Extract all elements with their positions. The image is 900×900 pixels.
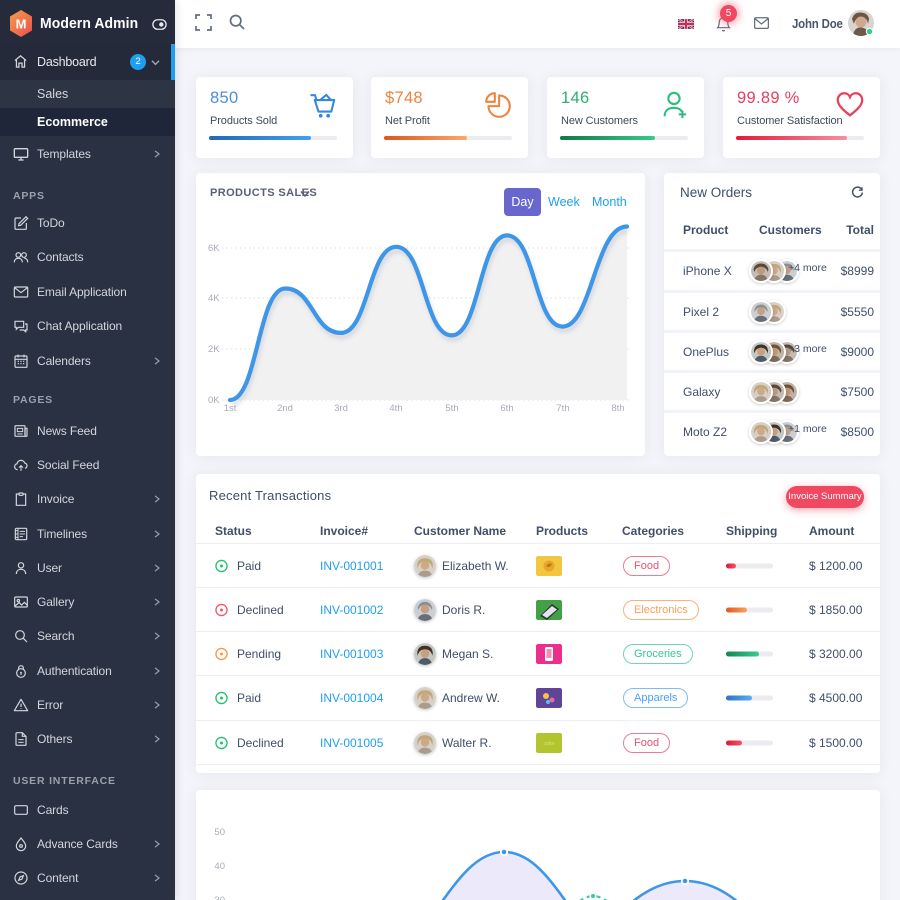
svg-text:4th: 4th [389, 403, 402, 414]
svg-text:color: color [544, 741, 555, 747]
svg-text:3rd: 3rd [334, 403, 348, 414]
svg-text:4K: 4K [208, 293, 220, 304]
svg-text:6K: 6K [208, 243, 220, 254]
svg-text:5th: 5th [445, 403, 458, 414]
svg-text:30: 30 [214, 895, 225, 900]
svg-text:2nd: 2nd [277, 403, 293, 414]
svg-text:6th: 6th [500, 403, 513, 414]
svg-text:M: M [16, 17, 27, 32]
svg-text:1st: 1st [224, 403, 237, 414]
svg-text:8th: 8th [611, 403, 624, 414]
svg-text:50: 50 [214, 827, 225, 838]
svg-text:40: 40 [214, 861, 225, 872]
svg-text:2K: 2K [208, 344, 220, 355]
svg-text:7th: 7th [556, 403, 569, 414]
svg-text:0K: 0K [208, 395, 220, 406]
